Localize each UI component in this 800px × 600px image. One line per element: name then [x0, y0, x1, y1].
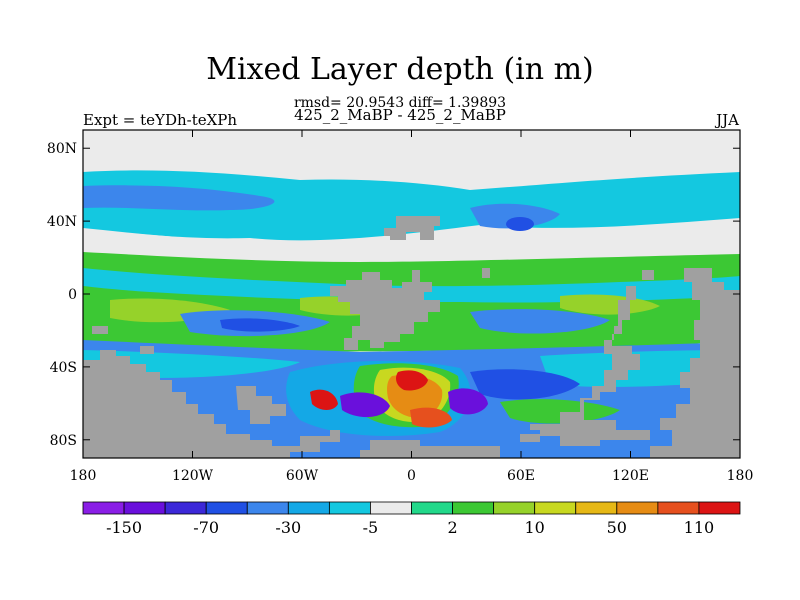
colorbar-label: -70 — [193, 518, 219, 537]
x-tick-label: 60E — [507, 468, 535, 484]
colorbar-box — [657, 501, 700, 515]
x-tick-label: 0 — [407, 468, 416, 484]
y-tick-label: 40S — [50, 360, 77, 376]
x-tick-label: 180 — [70, 468, 97, 484]
southern-green — [500, 399, 620, 424]
atlantic-red-west — [310, 389, 338, 410]
north-atlantic-blue — [470, 203, 560, 229]
y-tick-label: 40N — [47, 214, 77, 230]
equatorial-cyan — [83, 268, 740, 303]
colorbar-label: 10 — [525, 518, 545, 537]
season-label: JJA — [716, 111, 739, 129]
pole-island-east — [520, 434, 540, 442]
x-tick-label: 60W — [286, 468, 319, 484]
atlantic-purple-east — [448, 388, 488, 415]
colorbar: -150 -70 -30 -5 2 10 50 110 — [82, 501, 741, 537]
indian-ocean-blue — [470, 309, 610, 334]
colorbar-box — [698, 501, 741, 515]
east-landmass — [530, 286, 650, 446]
atlantic-purple — [340, 392, 390, 418]
north-landmass — [384, 216, 440, 240]
south-coast-landmass — [236, 386, 286, 424]
west-island-2 — [140, 346, 154, 354]
chart-subtitle: 425_2_MaBP - 425_2_MaBP — [294, 106, 506, 124]
y-tick-label: 0 — [68, 287, 77, 303]
southern-indian-blue — [470, 369, 580, 400]
chart-title: Mixed Layer depth (in m) — [206, 52, 594, 87]
east-island-2 — [642, 270, 654, 280]
colorbar-label: -150 — [106, 518, 142, 537]
atlantic-orange-south — [410, 407, 452, 428]
colorbar-box — [123, 501, 166, 515]
far-east-landmass — [650, 268, 740, 458]
south-tropical-blue-2 — [220, 318, 300, 332]
colorbar-label: 110 — [684, 518, 715, 537]
colorbar-label: 50 — [607, 518, 627, 537]
east-island — [482, 268, 490, 278]
north-atlantic-low — [506, 217, 534, 231]
colorbar-box — [616, 501, 659, 515]
tropical-landmass — [330, 270, 440, 350]
north-pacific-blue — [83, 185, 275, 211]
east-island-3 — [616, 350, 626, 358]
colorbar-box — [411, 501, 453, 515]
land-layer — [83, 130, 740, 458]
arctic-land — [83, 130, 740, 170]
x-tick-label: 120W — [172, 468, 214, 484]
colorbar-box — [164, 501, 207, 515]
x-tick-label: 180 — [727, 468, 754, 484]
colorbar-label: -30 — [275, 518, 301, 537]
north-pacific-band — [83, 170, 740, 241]
colorbar-box — [575, 501, 618, 515]
stats-line: rmsd= 20.9543 diff= 1.39893 — [293, 95, 507, 111]
y-tick-label: 80S — [50, 433, 77, 449]
colorbar-label: -5 — [363, 518, 379, 537]
x-tick-label: 120E — [612, 468, 649, 484]
colorbar-box — [287, 501, 330, 515]
experiment-label: Expt = teYDh-teXPh — [83, 111, 238, 129]
west-island — [92, 326, 108, 334]
colorbar-box — [452, 501, 495, 515]
colorbar-box — [246, 501, 289, 515]
south-coast-landmass-2 — [360, 440, 500, 458]
colorbar-box — [205, 501, 248, 515]
colorbar-box — [493, 501, 536, 515]
x-axis: 180 120W 60W 0 60E 120E 180 — [70, 130, 754, 484]
south-atlantic-red — [396, 370, 428, 391]
colorbar-box — [370, 501, 412, 515]
y-axis: 80N 40N 0 40S 80S — [47, 141, 740, 449]
colorbar-box — [328, 501, 371, 515]
west-landmass — [83, 350, 340, 458]
colorbar-label: 2 — [447, 518, 457, 537]
y-tick-label: 80N — [47, 141, 77, 157]
north-mid-lat-white — [83, 226, 740, 261]
colorbar-box — [82, 501, 125, 515]
colorbar-box — [534, 501, 577, 515]
